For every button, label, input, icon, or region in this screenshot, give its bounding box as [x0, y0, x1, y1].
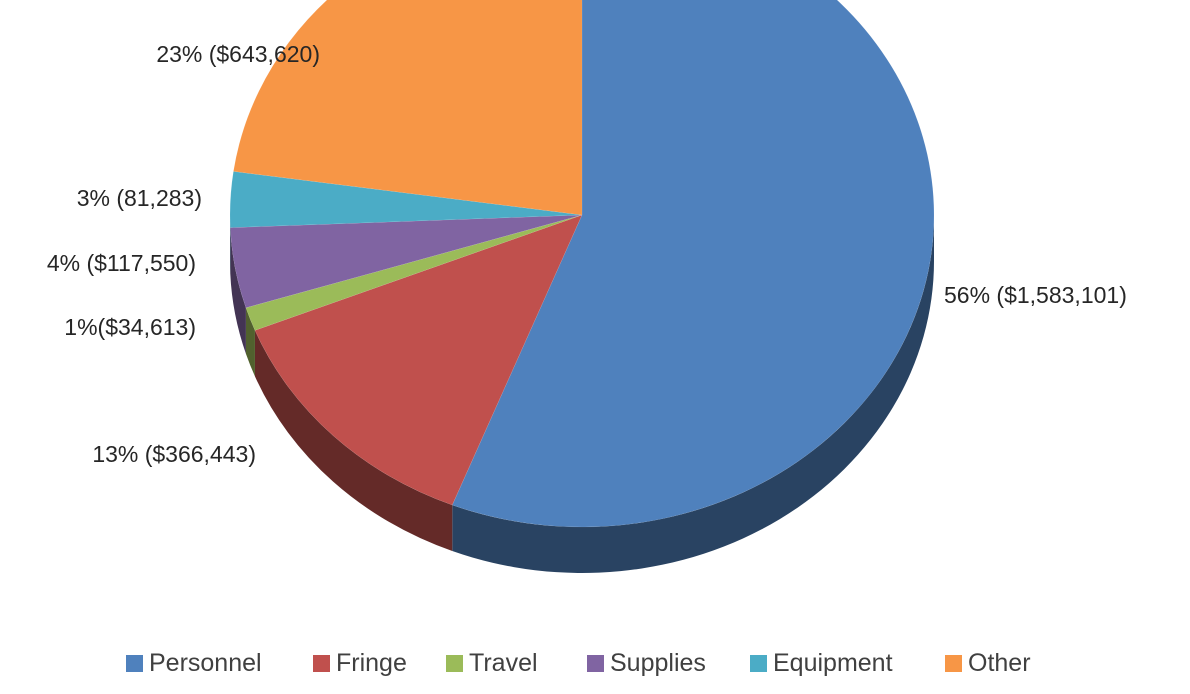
legend-label-travel: Travel [469, 649, 538, 677]
data-label-travel: 1%($34,613) [64, 314, 196, 340]
legend-item-travel: Travel [446, 649, 538, 677]
legend-item-other: Other [945, 649, 1031, 677]
data-label-fringe: 13% ($366,443) [92, 441, 256, 467]
legend-label-supplies: Supplies [610, 649, 706, 677]
legend: Personnel Fringe Travel Supplies Equipment Ot… [126, 649, 1031, 677]
legend-label-personnel: Personnel [149, 649, 262, 677]
data-label-supplies: 4% ($117,550) [47, 250, 196, 276]
legend-swatch-equipment [750, 655, 767, 672]
legend-item-personnel: Personnel [126, 649, 262, 677]
legend-item-supplies: Supplies [587, 649, 706, 677]
legend-swatch-personnel [126, 655, 143, 672]
legend-item-equipment: Equipment [750, 649, 893, 677]
legend-swatch-other [945, 655, 962, 672]
data-label-other: 23% ($643,620) [156, 41, 320, 67]
legend-swatch-travel [446, 655, 463, 672]
data-label-equipment: 3% (81,283) [77, 185, 202, 211]
data-label-personnel: 56% ($1,583,101) [944, 282, 1127, 308]
legend-item-fringe: Fringe [313, 649, 407, 677]
legend-label-equipment: Equipment [773, 649, 893, 677]
legend-swatch-fringe [313, 655, 330, 672]
legend-swatch-supplies [587, 655, 604, 672]
legend-label-other: Other [968, 649, 1031, 677]
legend-label-fringe: Fringe [336, 649, 407, 677]
